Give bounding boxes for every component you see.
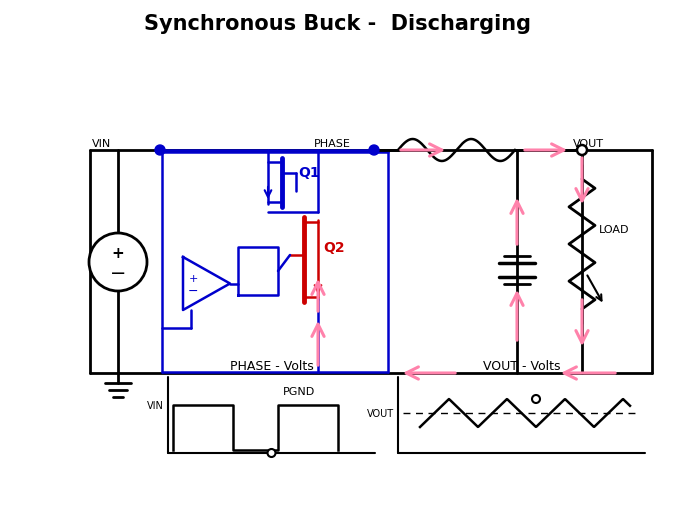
Text: LOAD: LOAD bbox=[599, 225, 630, 234]
Text: PHASE - Volts: PHASE - Volts bbox=[230, 359, 313, 372]
Text: PHASE: PHASE bbox=[314, 139, 351, 148]
Text: VOUT - Volts: VOUT - Volts bbox=[483, 359, 560, 372]
Text: VOUT: VOUT bbox=[573, 139, 604, 148]
Text: −: − bbox=[188, 284, 198, 297]
Text: −: − bbox=[110, 264, 126, 283]
Text: VIN: VIN bbox=[147, 400, 164, 410]
Circle shape bbox=[577, 146, 587, 156]
Text: PGND: PGND bbox=[283, 386, 315, 396]
Circle shape bbox=[268, 449, 276, 457]
Circle shape bbox=[369, 146, 379, 156]
Text: Synchronous Buck -  Discharging: Synchronous Buck - Discharging bbox=[144, 14, 530, 34]
Circle shape bbox=[532, 395, 540, 403]
Text: VIN: VIN bbox=[92, 139, 111, 148]
Text: Q2: Q2 bbox=[323, 240, 344, 255]
Circle shape bbox=[155, 146, 165, 156]
Text: VOUT: VOUT bbox=[367, 408, 394, 418]
Text: +: + bbox=[188, 273, 197, 283]
Text: Q1: Q1 bbox=[298, 166, 319, 180]
Text: +: + bbox=[112, 246, 125, 261]
Circle shape bbox=[89, 233, 147, 291]
